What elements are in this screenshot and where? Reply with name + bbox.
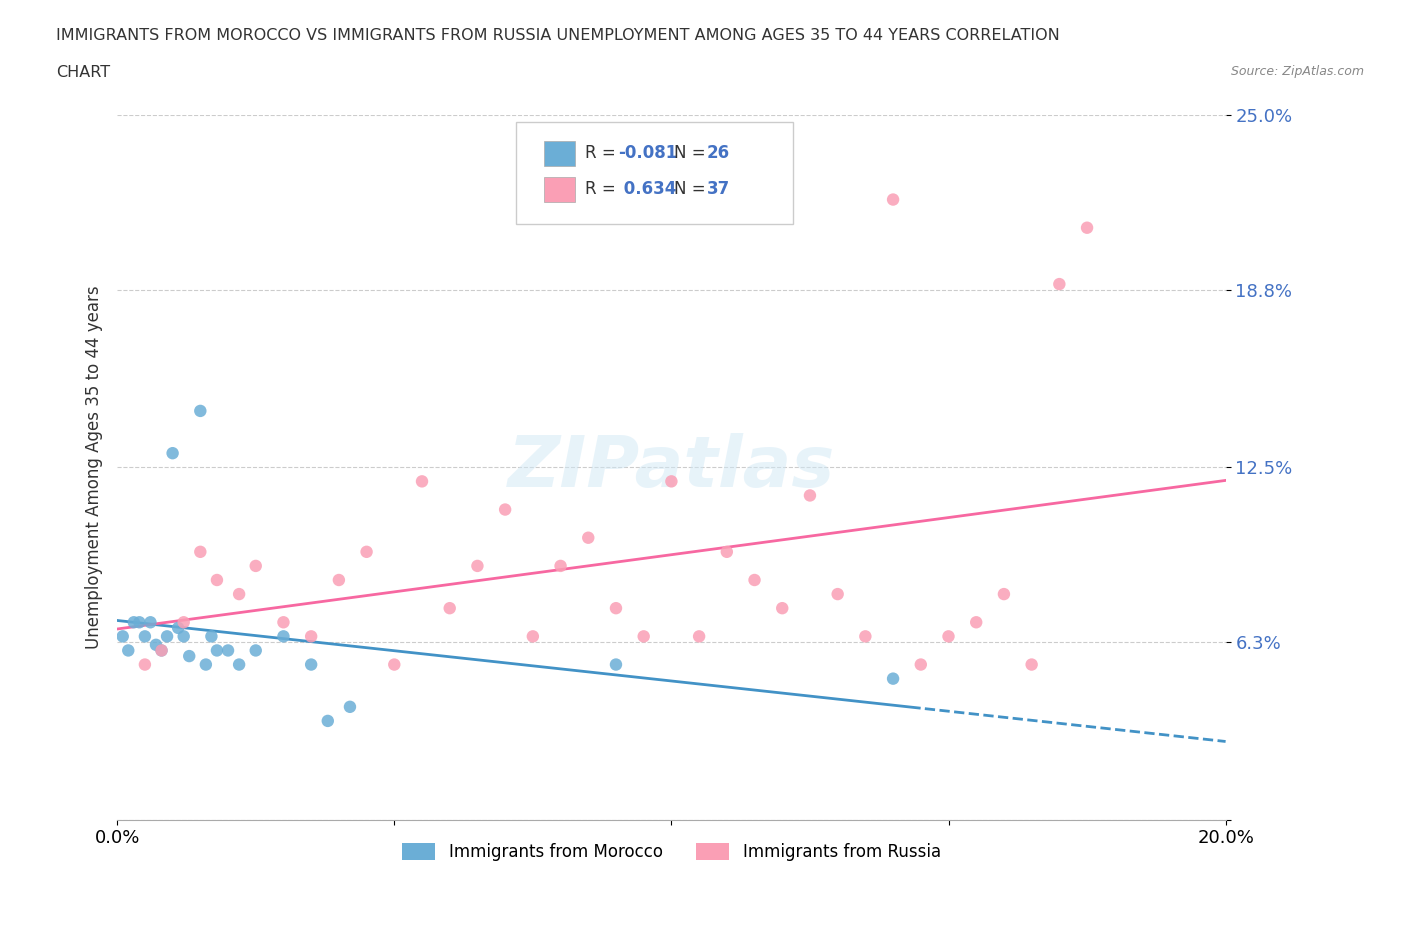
Point bbox=[139, 615, 162, 630]
FancyBboxPatch shape bbox=[516, 122, 793, 224]
Point bbox=[688, 629, 710, 644]
FancyBboxPatch shape bbox=[544, 141, 575, 166]
Point bbox=[167, 620, 190, 635]
Point bbox=[439, 601, 461, 616]
Text: -0.081: -0.081 bbox=[619, 144, 678, 163]
Point bbox=[882, 193, 904, 207]
Point bbox=[122, 615, 145, 630]
Point bbox=[245, 559, 267, 574]
Point bbox=[770, 601, 793, 616]
Point bbox=[744, 573, 766, 588]
Point bbox=[605, 658, 627, 672]
Point bbox=[993, 587, 1015, 602]
Text: N =: N = bbox=[673, 180, 710, 198]
Point bbox=[173, 629, 195, 644]
Text: R =: R = bbox=[585, 180, 621, 198]
Point bbox=[200, 629, 222, 644]
Point bbox=[156, 629, 179, 644]
Point bbox=[205, 573, 228, 588]
Point bbox=[467, 559, 489, 574]
Point bbox=[316, 713, 339, 728]
Point bbox=[111, 629, 134, 644]
Point bbox=[633, 629, 655, 644]
Point bbox=[411, 474, 433, 489]
Y-axis label: Unemployment Among Ages 35 to 44 years: Unemployment Among Ages 35 to 44 years bbox=[86, 286, 103, 649]
Point bbox=[1021, 658, 1043, 672]
Point bbox=[827, 587, 849, 602]
Point bbox=[273, 615, 295, 630]
Point bbox=[217, 643, 239, 658]
Text: CHART: CHART bbox=[56, 65, 110, 80]
Point bbox=[576, 530, 599, 545]
Point bbox=[910, 658, 932, 672]
Text: Source: ZipAtlas.com: Source: ZipAtlas.com bbox=[1230, 65, 1364, 78]
Point bbox=[134, 658, 156, 672]
Point bbox=[550, 559, 572, 574]
Text: 37: 37 bbox=[707, 180, 730, 198]
Point bbox=[605, 601, 627, 616]
Point bbox=[245, 643, 267, 658]
Point bbox=[194, 658, 217, 672]
Point bbox=[162, 445, 184, 460]
Text: 26: 26 bbox=[707, 144, 730, 163]
Text: IMMIGRANTS FROM MOROCCO VS IMMIGRANTS FROM RUSSIA UNEMPLOYMENT AMONG AGES 35 TO : IMMIGRANTS FROM MOROCCO VS IMMIGRANTS FR… bbox=[56, 28, 1060, 43]
Point bbox=[228, 587, 250, 602]
Point bbox=[179, 648, 201, 663]
Point bbox=[356, 544, 378, 559]
Point bbox=[799, 488, 821, 503]
Point bbox=[716, 544, 738, 559]
Point bbox=[188, 404, 211, 418]
FancyBboxPatch shape bbox=[544, 177, 575, 202]
Point bbox=[228, 658, 250, 672]
Point bbox=[188, 544, 211, 559]
Point bbox=[661, 474, 683, 489]
Point bbox=[965, 615, 987, 630]
Point bbox=[299, 658, 322, 672]
Text: R =: R = bbox=[585, 144, 621, 163]
Point bbox=[522, 629, 544, 644]
Point bbox=[134, 629, 156, 644]
Point bbox=[328, 573, 350, 588]
Point bbox=[1047, 276, 1070, 291]
Point bbox=[299, 629, 322, 644]
Point bbox=[150, 643, 173, 658]
Text: ZIPatlas: ZIPatlas bbox=[508, 432, 835, 502]
Point bbox=[853, 629, 876, 644]
Point bbox=[205, 643, 228, 658]
Text: 0.634: 0.634 bbox=[619, 180, 676, 198]
Point bbox=[1076, 220, 1098, 235]
Point bbox=[339, 699, 361, 714]
Legend: Immigrants from Morocco, Immigrants from Russia: Immigrants from Morocco, Immigrants from… bbox=[395, 836, 948, 868]
Point bbox=[145, 637, 167, 652]
Point bbox=[173, 615, 195, 630]
Point bbox=[938, 629, 960, 644]
Point bbox=[382, 658, 405, 672]
Point bbox=[150, 643, 173, 658]
Point bbox=[494, 502, 516, 517]
Text: N =: N = bbox=[673, 144, 710, 163]
Point bbox=[117, 643, 139, 658]
Point bbox=[128, 615, 150, 630]
Point bbox=[273, 629, 295, 644]
Point bbox=[882, 671, 904, 686]
